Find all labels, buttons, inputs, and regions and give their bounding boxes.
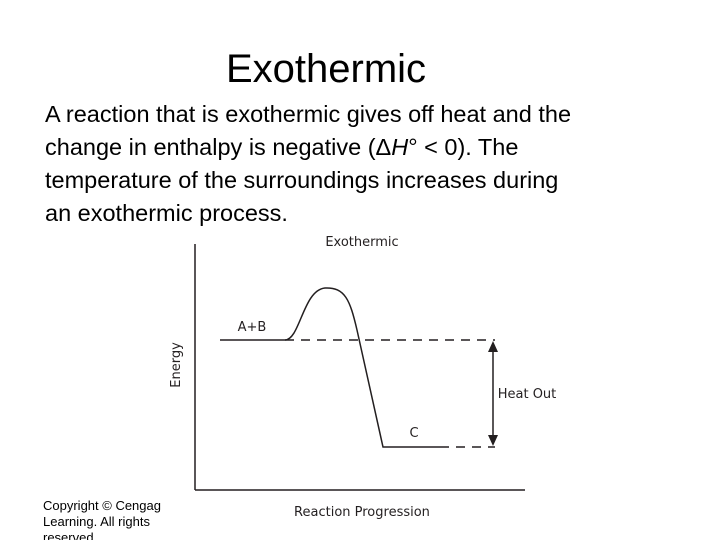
text-run: H — [391, 134, 408, 160]
copyright: Copyright © Cengag Learning. All rights … — [43, 498, 161, 540]
copyright-line: Copyright © Cengag — [43, 498, 161, 513]
energy-curve — [220, 287, 440, 448]
energy-diagram: Exothermic A+B C Heat Out Energy Reactio… — [169, 235, 556, 520]
text-run: change in enthalpy is negative (Δ — [45, 134, 391, 160]
x-axis-label: Reaction Progression — [294, 505, 430, 520]
reactants-label: A+B — [238, 320, 267, 335]
body-line: A reaction that is exothermic gives off … — [45, 101, 571, 127]
y-axis-label: Energy — [169, 342, 184, 388]
text-run: an exothermic process. — [45, 200, 288, 226]
body-line: temperature of the surroundings increase… — [45, 167, 558, 193]
diagram-title: Exothermic — [325, 235, 398, 250]
body-text: A reaction that is exothermic gives off … — [45, 101, 571, 226]
body-line: an exothermic process. — [45, 200, 288, 226]
arrow-label: Heat Out — [498, 387, 557, 402]
text-run: ° < 0). The — [408, 134, 518, 160]
slide-title: Exothermic — [226, 47, 426, 91]
body-line: change in enthalpy is negative (ΔH° < 0)… — [45, 134, 518, 160]
text-run: temperature of the surroundings increase… — [45, 167, 558, 193]
arrow-heads — [488, 341, 498, 446]
copyright-line: reserved. — [43, 530, 97, 540]
copyright-line: Learning. All rights — [43, 514, 150, 529]
product-label: C — [409, 426, 418, 441]
text-run: A reaction that is exothermic gives off … — [45, 101, 571, 127]
